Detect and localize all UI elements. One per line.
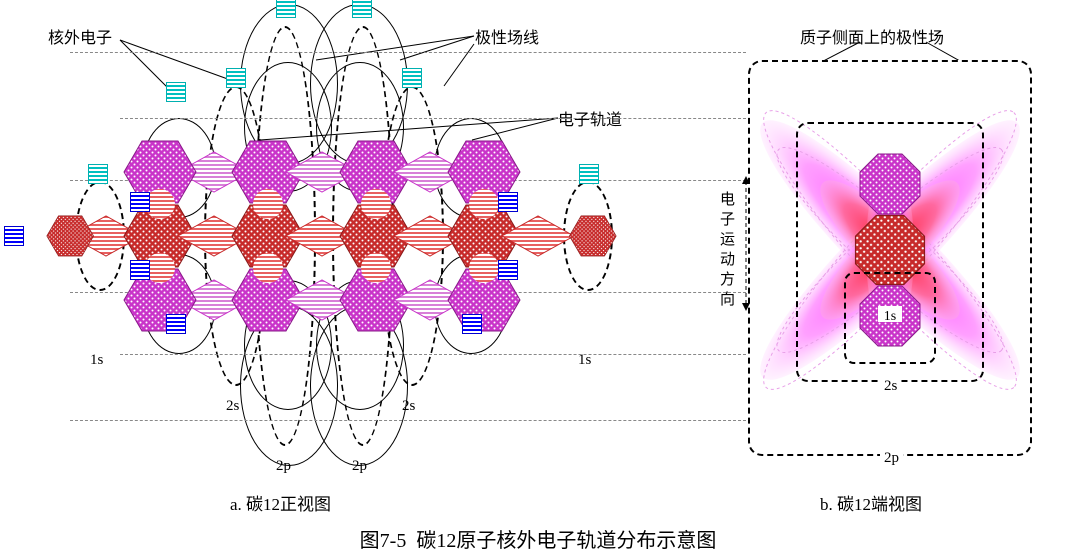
motion-dir-2: 子	[720, 208, 735, 229]
box-1s	[844, 272, 936, 364]
panel-a-caption: a. 碳12正视图	[230, 490, 331, 515]
electron-side-r	[579, 164, 599, 190]
leader-b	[700, 0, 1076, 60]
motion-dir-4: 动	[720, 248, 735, 269]
motion-arrows	[740, 176, 760, 316]
electron-bot-row-r	[462, 314, 482, 340]
label-1s-left: 1s	[90, 352, 103, 369]
row-top	[124, 141, 520, 203]
label-2p-b: 2p	[352, 458, 367, 475]
electron-side-l	[88, 164, 108, 190]
label-b-2s: 2s	[880, 378, 901, 395]
electron-row-l2	[130, 260, 150, 286]
label-2s-a: 2s	[226, 398, 239, 415]
electron-top-3	[166, 82, 186, 108]
electron-top-2	[352, 0, 372, 24]
label-2p-a: 2p	[276, 458, 291, 475]
motion-dir-6: 向	[720, 288, 735, 309]
figure-caption: 图7-5 碳12原子核外电子轨道分布示意图	[0, 524, 1076, 553]
electron-row-r2	[498, 260, 518, 286]
panel-b-caption: b. 碳12端视图	[820, 490, 922, 515]
label-b-2p: 2p	[880, 450, 903, 467]
electron-top-1	[276, 0, 296, 24]
electron-mid-l	[4, 226, 24, 252]
motion-dir-3: 运	[720, 228, 735, 249]
electron-top-4	[226, 68, 246, 94]
electron-top-5	[402, 68, 422, 94]
figure-number: 图7-5	[360, 530, 407, 552]
electron-row-r	[498, 192, 518, 218]
figure-title: 碳12原子核外电子轨道分布示意图	[416, 530, 716, 552]
motion-dir-1: 电	[720, 188, 735, 209]
electron-bot-row-l	[166, 314, 186, 340]
label-2s-b: 2s	[402, 398, 415, 415]
motion-dir-5: 方	[720, 268, 735, 289]
electron-row-l	[130, 192, 150, 218]
label-1s-right: 1s	[578, 352, 591, 369]
nucleon-rows	[0, 0, 700, 520]
